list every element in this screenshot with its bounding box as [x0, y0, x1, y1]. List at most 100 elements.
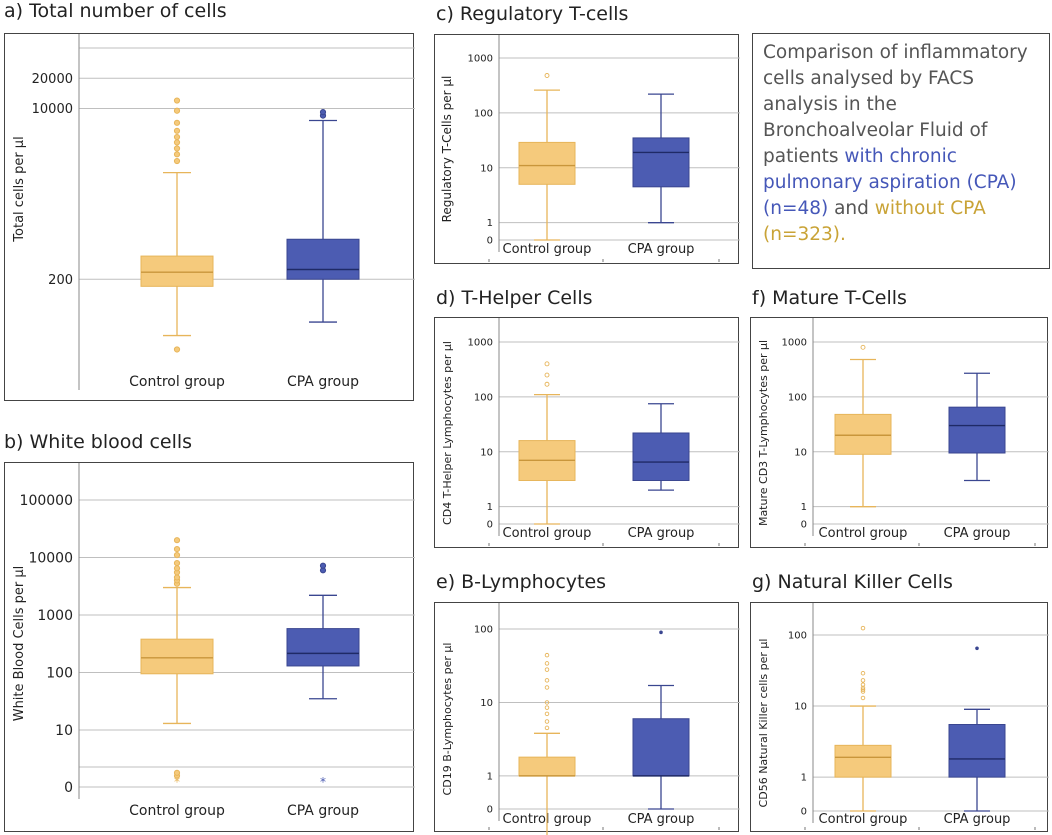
outlier-point [544, 381, 550, 387]
box-iqr [948, 724, 1006, 778]
box-cpa [632, 93, 690, 224]
y-tick-label: 100 [474, 625, 493, 636]
outlier-point [173, 151, 181, 158]
x-category-label: CPA group [287, 374, 359, 390]
y-tick-label: 10 [794, 702, 807, 713]
y-tick-label: 1 [801, 502, 807, 513]
box-iqr [518, 141, 576, 185]
x-category-label: Control group [503, 242, 592, 257]
outlier-point [544, 711, 550, 717]
y-tick-label: 200 [48, 273, 73, 288]
box-cpa [632, 403, 690, 491]
box-iqr [948, 406, 1006, 454]
y-tick-label: 100000 [20, 493, 73, 509]
x-category-label: CPA group [287, 803, 359, 819]
y-tick-label: 1 [487, 502, 493, 513]
box-iqr [286, 238, 360, 280]
outlier-point [319, 109, 327, 116]
outlier-point [860, 695, 866, 701]
outlier-point [544, 719, 550, 724]
outlier-point [173, 574, 181, 581]
box-control [518, 73, 576, 241]
title-a: a) Total number of cells [4, 0, 227, 22]
outlier-point [659, 630, 663, 635]
y-tick-label: 0 [487, 805, 493, 816]
y-tick-label: 100 [474, 392, 493, 403]
y-tick-label: 1000 [782, 338, 807, 349]
outlier-point [860, 678, 866, 683]
box-control [834, 344, 892, 508]
y-tick-label: 20000 [32, 72, 73, 87]
y-tick-label: 1000 [468, 54, 493, 65]
description-control: without CPA (n=323). [763, 198, 986, 245]
box-control [518, 361, 576, 525]
box-iqr [632, 432, 690, 481]
outlier-point [173, 769, 181, 776]
chart-panel-t-helper-cells: 0 1 10 100 1000 CD4 T-Helper Lymphocytes per … [434, 317, 740, 548]
description-cpa: with chronic pulmonary aspiration (CPA) … [763, 146, 1017, 219]
outlier-point [544, 73, 550, 78]
box-control [518, 652, 576, 835]
outlier-point [173, 139, 181, 146]
outlier-point [173, 127, 181, 134]
chart-svg-c: 0 1 10 100 1000 Regulatory T-Cells per µl Cont… [440, 35, 740, 262]
x-category-label: Control group [129, 374, 225, 390]
outlier-point [860, 625, 866, 631]
box-cpa: * [286, 562, 360, 789]
y-tick-label: 1 [487, 218, 493, 229]
x-category-label: CPA group [944, 526, 1011, 541]
chart-svg-f: 0 1 10 100 1000 Mature CD3 T-Lymphocytes per … [757, 318, 1049, 546]
y-tick-label: 0 [487, 520, 493, 531]
outlier-point [860, 344, 866, 350]
y-axis-label: Mature CD3 T-Lymphocytes per µl [757, 340, 770, 526]
chart-svg-g: 0 1 10 100 CD56 Natural Killer cells per µl C… [757, 603, 1049, 830]
chart-panel-regulatory-t-cells: 0 1 10 100 1000 Regulatory T-Cells per µl Cont… [434, 34, 740, 264]
y-axis-label: CD56 Natural Killer cells per µl [757, 639, 770, 808]
outlier-point [319, 562, 327, 569]
box-cpa [632, 630, 690, 810]
box-iqr [632, 137, 690, 188]
y-tick-label: 10 [480, 447, 493, 458]
outlier-point [173, 559, 181, 567]
chart-panel-b-lymphocytes: 0 1 10 100 CD19 B-Lymphocytes per µl Control … [434, 602, 740, 835]
title-e: e) B-Lymphocytes [436, 571, 607, 593]
outlier-point [173, 537, 181, 544]
description-part2: and [828, 198, 875, 219]
title-c: c) Regulatory T-cells [436, 3, 629, 25]
box-cpa [286, 109, 360, 323]
outlier-point [544, 700, 550, 705]
y-tick-label: 10 [55, 723, 73, 739]
outlier-point [173, 565, 181, 572]
outlier-point [173, 346, 181, 353]
x-category-label: Control group [819, 526, 908, 541]
x-category-label: CPA group [944, 812, 1011, 827]
y-axis-label: CD4 T-Helper Lymphocytes per µl [441, 341, 454, 525]
y-tick-label: 100 [46, 665, 73, 681]
outlier-point [544, 705, 550, 710]
outlier-point [173, 97, 181, 104]
outlier-point [544, 725, 550, 731]
title-d: d) T-Helper Cells [436, 287, 593, 309]
outlier-point [173, 133, 181, 141]
x-category-label: CPA group [628, 242, 695, 257]
box-control [140, 97, 214, 353]
y-tick-label: 0 [64, 780, 73, 796]
outlier-point [544, 372, 550, 378]
x-category-label: CPA group [628, 812, 695, 827]
chart-svg-b: 0 10 100 1000 10000 100000 White Blood Cells p… [12, 463, 415, 819]
box-cpa [948, 646, 1006, 812]
outlier-point [544, 361, 550, 367]
y-tick-label: 1 [487, 771, 493, 782]
chart-panel-total-cells: 200 10000 20000 Total cells per µl Control g… [4, 33, 415, 401]
outlier-point [544, 685, 550, 690]
outlier-point [173, 157, 181, 165]
description-part1: Comparison of inflammatory cells analyse… [763, 42, 1028, 167]
outlier-point [860, 682, 866, 687]
outlier-point [173, 145, 181, 152]
box-iqr [286, 628, 360, 667]
y-tick-label: 100 [788, 631, 807, 642]
box-cpa [948, 372, 1006, 482]
y-tick-label: 100 [788, 392, 807, 403]
y-tick-label: 0 [801, 807, 807, 818]
